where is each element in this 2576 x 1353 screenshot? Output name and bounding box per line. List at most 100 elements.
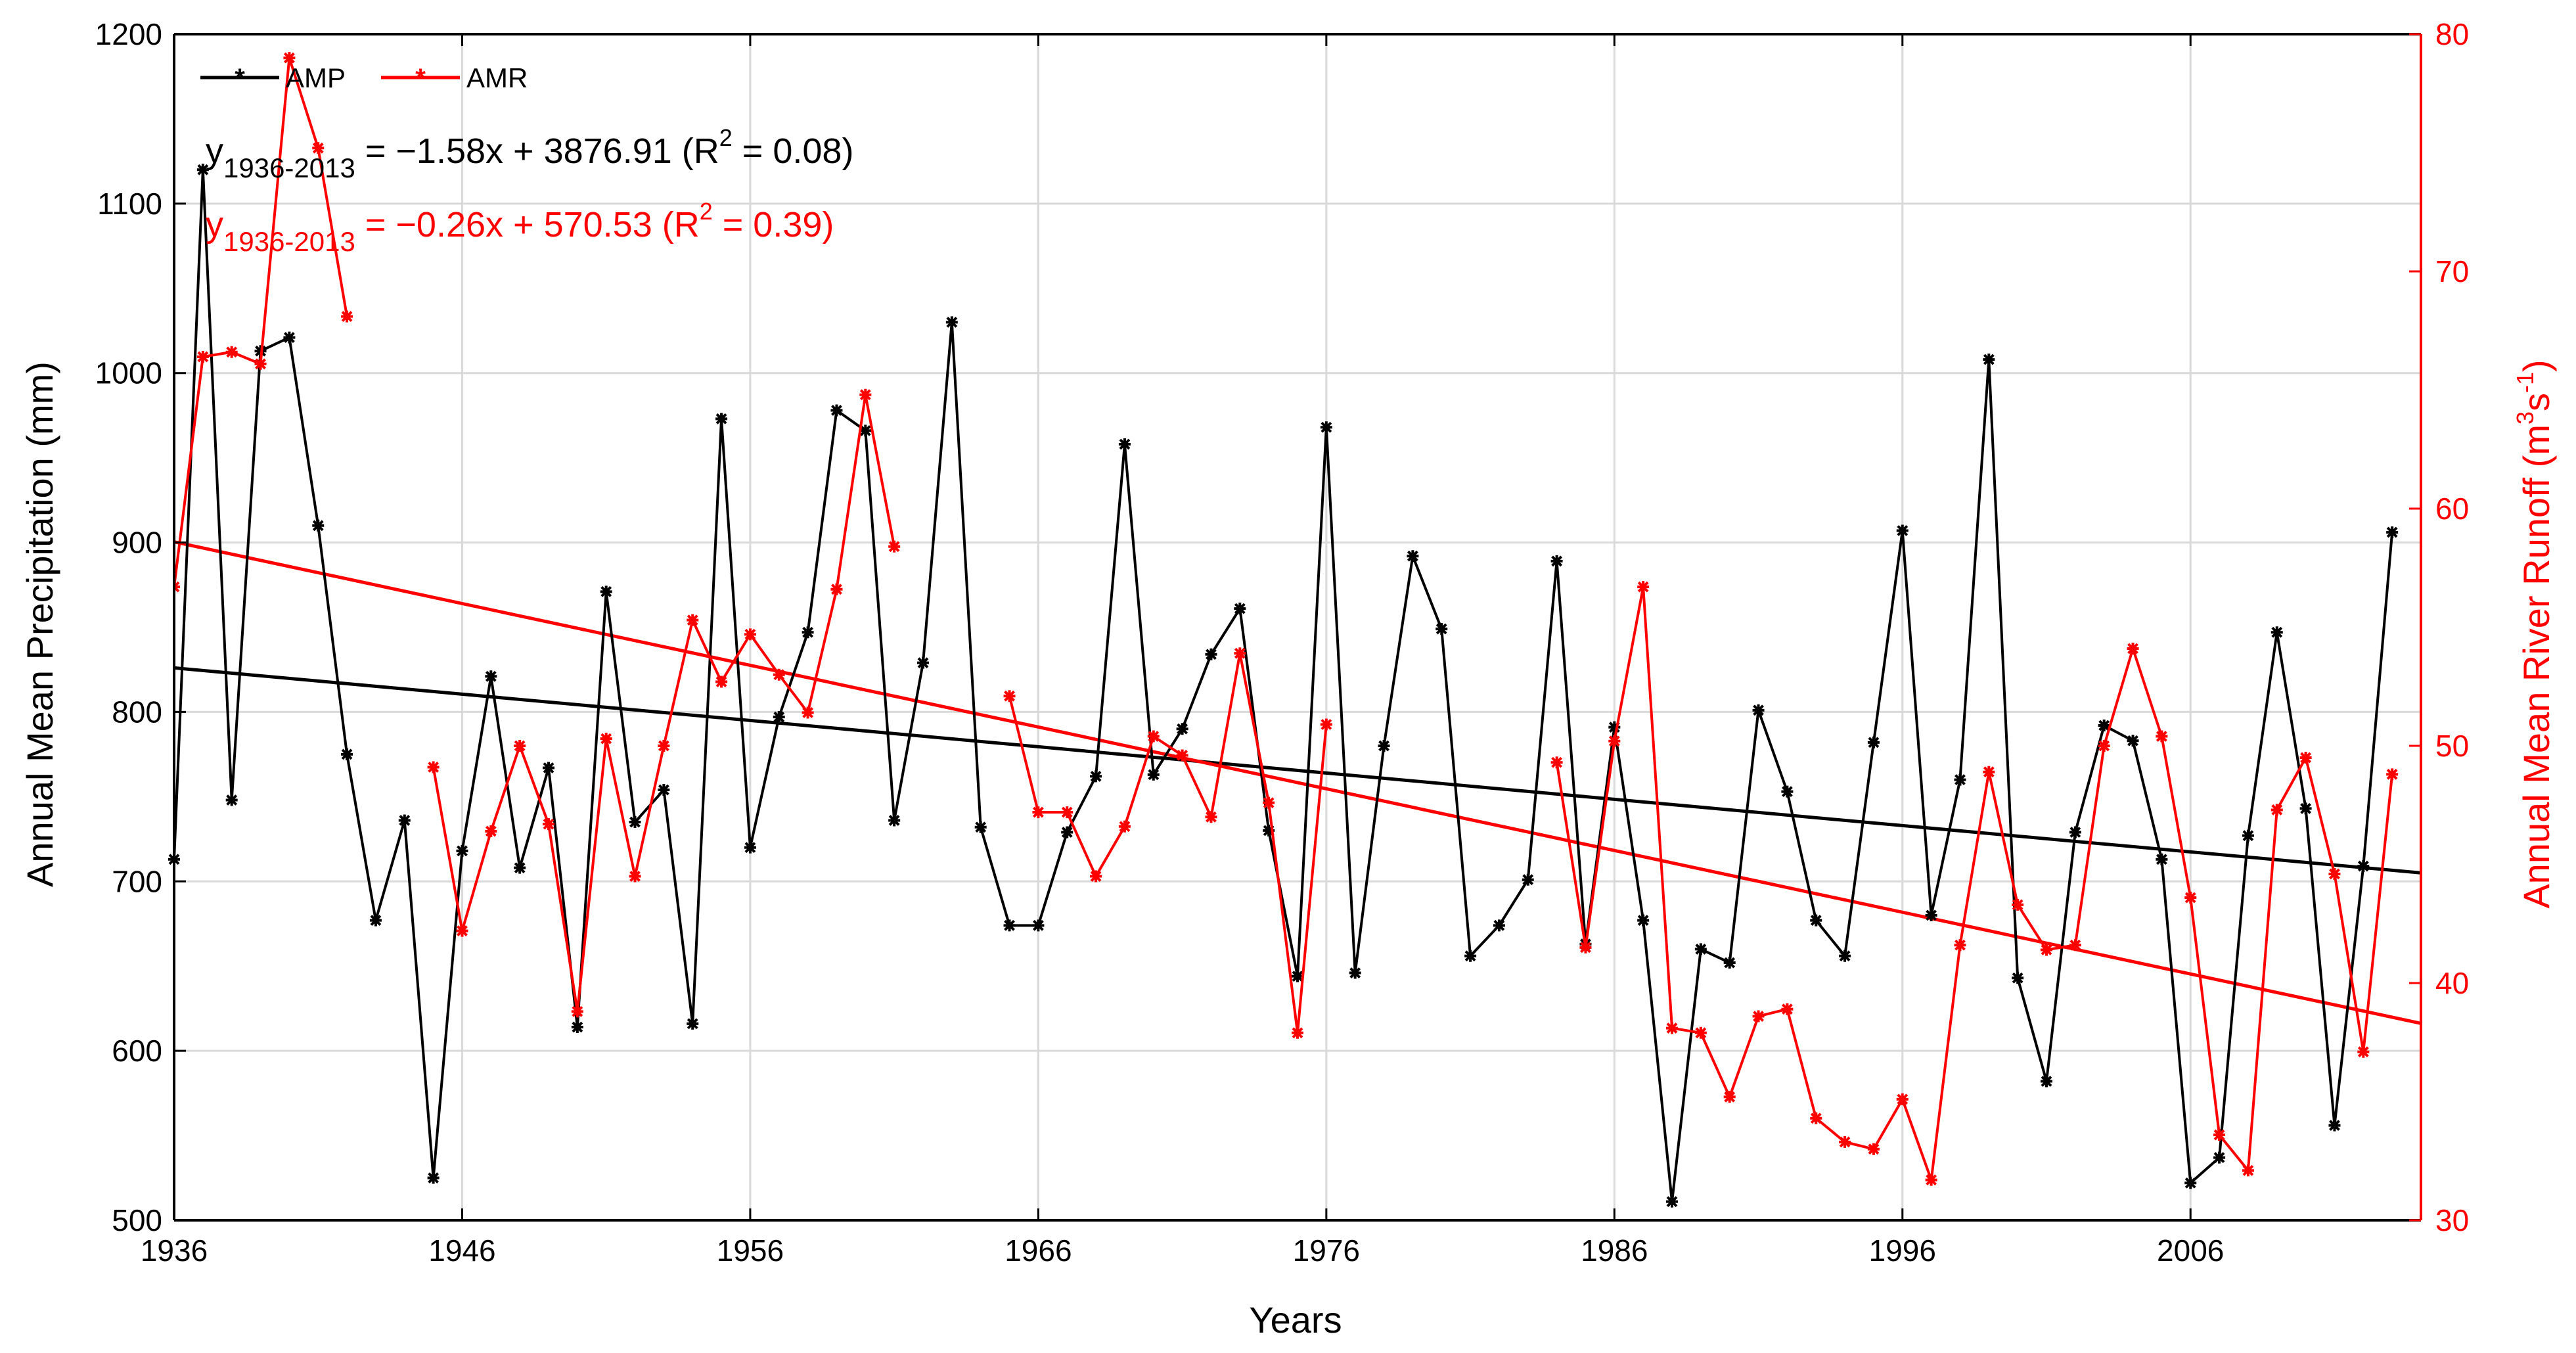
grid bbox=[174, 34, 2421, 1220]
amr-point bbox=[1925, 1174, 1937, 1186]
amr-point bbox=[427, 761, 440, 773]
x-tick-label: 1996 bbox=[1869, 1233, 1936, 1268]
tick-labels: 1936 1946 1956 1966 1976 1986 1996 2006 500 600 70… bbox=[95, 17, 2470, 1268]
amp-point bbox=[485, 670, 497, 683]
amr-point bbox=[1694, 1026, 1707, 1039]
amp-point bbox=[571, 1021, 583, 1034]
amr-point bbox=[1608, 735, 1621, 747]
amp-point bbox=[687, 1017, 699, 1030]
amp-point bbox=[2299, 802, 2312, 815]
amr-point bbox=[1032, 806, 1045, 819]
amr-point bbox=[600, 733, 612, 745]
x-tick-label: 2006 bbox=[2157, 1233, 2224, 1268]
amp-point bbox=[1090, 770, 1102, 783]
amr-point bbox=[485, 825, 497, 837]
amp-line bbox=[174, 170, 2394, 1202]
legend-amr-marker: * bbox=[415, 64, 426, 93]
amp-point bbox=[1781, 785, 1794, 798]
amp-point bbox=[1032, 919, 1045, 932]
amp-point bbox=[341, 748, 353, 760]
amr-point bbox=[2041, 944, 2052, 956]
y-right-tick-label: 70 bbox=[2435, 254, 2469, 288]
amp-point bbox=[456, 844, 468, 857]
amp-point bbox=[1694, 943, 1707, 955]
amr-point bbox=[1723, 1091, 1736, 1103]
y-right-tick-label: 50 bbox=[2435, 729, 2469, 763]
amp-point bbox=[1061, 826, 1073, 838]
y-left-tick-label: 900 bbox=[112, 526, 162, 560]
axes bbox=[173, 33, 2422, 1222]
amp-point bbox=[1205, 648, 1217, 660]
amp-point bbox=[1867, 736, 1880, 748]
y-axis-left-title: Annual Mean Precipitation (mm) bbox=[19, 361, 60, 887]
amr-equation: y1936-2013 = −0.26x + 570.53 (R2 = 0.39) bbox=[206, 198, 834, 257]
amp-point bbox=[283, 331, 296, 344]
amp-point bbox=[1752, 704, 1765, 716]
amp-point bbox=[917, 656, 929, 669]
amp-equation: y1936-2013 = −1.58x + 3876.91 (R2 = 0.08… bbox=[206, 124, 853, 183]
amr-point bbox=[341, 310, 353, 323]
x-tick-label: 1956 bbox=[717, 1233, 784, 1268]
amp-point bbox=[2041, 1075, 2052, 1088]
legend-amr-label: AMR bbox=[466, 62, 528, 93]
amr-point bbox=[1867, 1143, 1880, 1155]
amp-point bbox=[2127, 735, 2139, 747]
y-right-tick-label: 40 bbox=[2435, 966, 2469, 1000]
amr-point bbox=[225, 346, 238, 358]
amr-point bbox=[1896, 1093, 1909, 1105]
y-right-tick-label: 60 bbox=[2435, 492, 2469, 526]
amr-point bbox=[1839, 1135, 1851, 1148]
y-axis-right-title-sup1: 3 bbox=[2512, 411, 2539, 424]
y-right-tick-label: 30 bbox=[2435, 1203, 2469, 1237]
amp-point bbox=[1896, 524, 1909, 537]
amr-point bbox=[859, 388, 872, 401]
amp-point bbox=[369, 914, 382, 927]
amr-point bbox=[2127, 642, 2139, 654]
y-axis-right-title-sup2: -1 bbox=[2512, 372, 2539, 393]
amp-point bbox=[1234, 603, 1246, 615]
amp-point bbox=[1839, 950, 1851, 962]
amp-equation-tail: = 0.08) bbox=[733, 131, 854, 171]
amr-point bbox=[1983, 766, 1995, 778]
amp-point bbox=[1810, 914, 1822, 927]
amp-point bbox=[2213, 1151, 2226, 1164]
amp-equation-body: = −1.58x + 3876.91 (R bbox=[355, 131, 719, 171]
amp-point bbox=[1983, 354, 1995, 366]
amp-point bbox=[1493, 919, 1505, 932]
amr-point bbox=[2357, 1045, 2370, 1058]
amr-point bbox=[283, 52, 296, 64]
amp-point bbox=[2069, 826, 2081, 838]
amp-point bbox=[888, 814, 901, 827]
amr-point bbox=[1637, 581, 1650, 593]
amp-point bbox=[1320, 421, 1332, 434]
amp-point bbox=[830, 404, 843, 417]
y-axis-right-title-suffix: ) bbox=[2516, 359, 2557, 372]
amr-point bbox=[1003, 690, 1016, 702]
amr-point bbox=[1954, 939, 1966, 952]
amp-point bbox=[974, 821, 987, 833]
amr-point bbox=[1320, 718, 1332, 731]
amr-point bbox=[1666, 1022, 1678, 1034]
amp-point bbox=[543, 762, 554, 774]
amr-point bbox=[830, 583, 843, 595]
amr-point bbox=[456, 925, 468, 937]
amr-point bbox=[715, 676, 728, 688]
y-left-tick-label: 1100 bbox=[97, 187, 162, 221]
x-tick-label: 1936 bbox=[141, 1233, 208, 1268]
amr-point bbox=[1205, 811, 1217, 823]
amr-point bbox=[543, 818, 554, 831]
amp-point bbox=[2012, 972, 2024, 984]
amr-point bbox=[514, 740, 526, 752]
amr-point bbox=[254, 357, 267, 370]
amr-equation-sub: 1936-2013 bbox=[223, 226, 355, 257]
amr-point bbox=[1118, 820, 1131, 833]
amr-point bbox=[888, 540, 901, 553]
amr-point bbox=[687, 614, 699, 626]
amr-point bbox=[2242, 1164, 2254, 1177]
amr-point bbox=[1781, 1003, 1794, 1015]
amr-point bbox=[1579, 941, 1592, 953]
trendlines bbox=[173, 540, 2422, 1025]
amp-point bbox=[1522, 873, 1534, 886]
amp-point bbox=[1349, 967, 1361, 979]
amp-point bbox=[859, 424, 872, 437]
